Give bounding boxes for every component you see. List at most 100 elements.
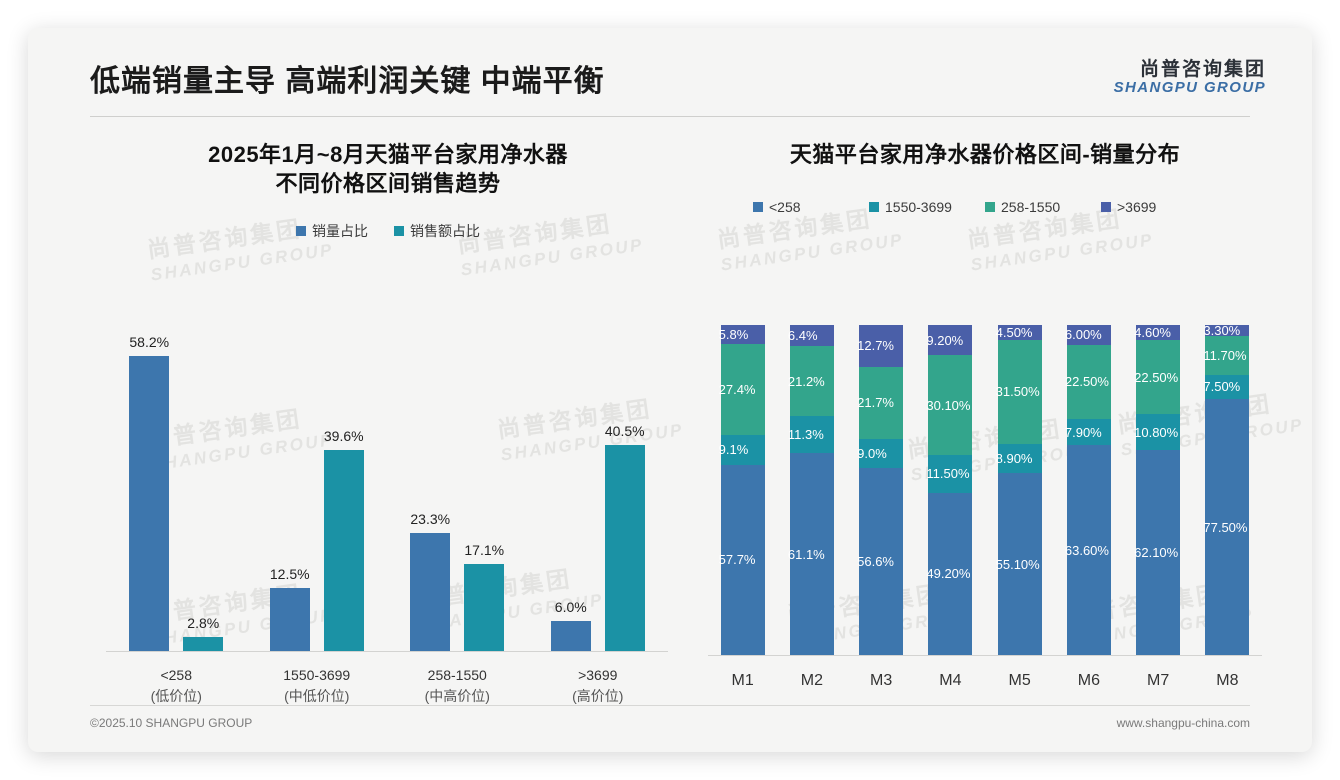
stack-segment[interactable]: 6.4% bbox=[788, 325, 834, 347]
stack-segment[interactable]: 63.60% bbox=[1065, 445, 1111, 655]
stack-segment[interactable]: 62.10% bbox=[1134, 450, 1181, 655]
right-chart-legend: <258 1550-3699 258-1550 >3699 bbox=[700, 199, 1270, 215]
bar-column[interactable]: 6.0% bbox=[550, 321, 591, 651]
bar-column[interactable]: 58.2% bbox=[129, 321, 170, 651]
stack-segment-value-label: 62.10% bbox=[1134, 545, 1179, 561]
stacked-bar-column[interactable]: 57.7% 9.1% 27.4% 5.8% bbox=[708, 325, 777, 655]
stacked-bar-column[interactable]: 61.1% 11.3% 21.2% 6.4% bbox=[777, 325, 846, 655]
stack-segment-value-label: 5.8% bbox=[718, 327, 749, 343]
stack-segment[interactable]: 27.4% bbox=[719, 344, 765, 435]
bar[interactable] bbox=[129, 355, 170, 651]
stack-segment[interactable]: 12.7% bbox=[857, 325, 904, 367]
stack-segment-value-label: 11.70% bbox=[1203, 347, 1247, 363]
right-chart-legend-item-2[interactable]: 258-1550 bbox=[985, 199, 1101, 215]
stacked-bar[interactable]: 77.50% 7.50% 11.70% 3.30% bbox=[1203, 322, 1250, 655]
stack-segment-value-label: 49.20% bbox=[926, 566, 971, 582]
bar-value-label: 17.1% bbox=[464, 542, 505, 559]
stacked-bar-column[interactable]: 56.6% 9.0% 21.7% 12.7% bbox=[847, 325, 916, 655]
stack-segment[interactable]: 30.10% bbox=[926, 355, 973, 455]
bar[interactable] bbox=[604, 445, 645, 651]
stacked-bar[interactable]: 62.10% 10.80% 22.50% 4.60% bbox=[1134, 325, 1181, 655]
logo-english-text: SHANGPU GROUP bbox=[1113, 79, 1266, 97]
stack-segment[interactable]: 21.7% bbox=[857, 366, 904, 439]
stacked-bar[interactable]: 57.7% 9.1% 27.4% 5.8% bbox=[718, 325, 765, 655]
stack-segment[interactable]: 4.60% bbox=[1134, 325, 1181, 341]
stack-segment[interactable]: 22.50% bbox=[1065, 344, 1111, 420]
bar[interactable] bbox=[410, 532, 451, 651]
stack-segment[interactable]: 11.50% bbox=[926, 454, 973, 493]
bar[interactable] bbox=[550, 620, 591, 651]
stack-segment-value-label: 12.7% bbox=[857, 338, 894, 354]
left-chart-legend-item-1[interactable]: 销售额占比 bbox=[394, 221, 480, 241]
x-axis-label-range: 1550-3699 bbox=[283, 667, 351, 684]
bar-column[interactable]: 39.6% bbox=[323, 321, 364, 651]
bar-value-label: 39.6% bbox=[323, 427, 364, 444]
right-chart-legend-item-0[interactable]: <258 bbox=[753, 199, 869, 215]
left-chart-bar-groups: 58.2% 2.8% 12.5% 39.6% 23.3% 17.1% 6.0% 40.5% bbox=[106, 321, 668, 651]
stacked-bar-column[interactable]: 63.60% 7.90% 22.50% 6.00% bbox=[1054, 325, 1123, 655]
stacked-bar-column[interactable]: 49.20% 11.50% 30.10% 9.20% bbox=[916, 325, 985, 655]
stack-segment[interactable]: 22.50% bbox=[1134, 340, 1181, 415]
stack-segment-value-label: 30.10% bbox=[926, 397, 971, 413]
stacked-bar-column[interactable]: 62.10% 10.80% 22.50% 4.60% bbox=[1124, 325, 1193, 655]
stacked-bar-column[interactable]: 77.50% 7.50% 11.70% 3.30% bbox=[1193, 322, 1262, 655]
stack-segment-value-label: 4.60% bbox=[1134, 325, 1171, 341]
stacked-bar[interactable]: 63.60% 7.90% 22.50% 6.00% bbox=[1065, 325, 1111, 655]
x-axis-label-range: >3699 bbox=[578, 667, 618, 684]
right-chart-legend-item-1[interactable]: 1550-3699 bbox=[869, 199, 985, 215]
stack-segment[interactable]: 56.6% bbox=[857, 468, 904, 655]
stack-segment[interactable]: 11.3% bbox=[788, 416, 834, 454]
stack-segment[interactable]: 77.50% bbox=[1203, 399, 1250, 655]
footer-copyright: ©2025.10 SHANGPU GROUP bbox=[90, 716, 253, 730]
x-axis-label-month: M7 bbox=[1147, 672, 1170, 689]
stacked-bar[interactable]: 55.10% 8.90% 31.50% 4.50% bbox=[996, 325, 1042, 655]
stack-segment[interactable]: 4.50% bbox=[996, 325, 1042, 340]
stack-segment[interactable]: 31.50% bbox=[996, 339, 1042, 444]
stack-segment[interactable]: 55.10% bbox=[996, 473, 1042, 655]
stack-segment[interactable]: 7.50% bbox=[1203, 374, 1250, 400]
stack-segment[interactable]: 5.8% bbox=[718, 325, 765, 345]
bar-column[interactable]: 2.8% bbox=[183, 321, 224, 651]
legend-swatch-icon bbox=[869, 202, 879, 213]
bar-value-label: 23.3% bbox=[410, 510, 451, 527]
footer-divider bbox=[90, 705, 1250, 706]
bar[interactable] bbox=[269, 587, 310, 651]
bar-column[interactable]: 40.5% bbox=[604, 321, 645, 651]
stack-segment-value-label: 9.0% bbox=[857, 445, 887, 461]
stack-segment[interactable]: 9.1% bbox=[719, 434, 765, 465]
stack-segment[interactable]: 8.90% bbox=[996, 443, 1042, 474]
stacked-bar[interactable]: 49.20% 11.50% 30.10% 9.20% bbox=[926, 325, 973, 655]
x-axis-label: <258 (低价位) bbox=[106, 665, 247, 706]
stack-segment[interactable]: 9.20% bbox=[926, 325, 973, 356]
right-chart-legend-item-3[interactable]: >3699 bbox=[1101, 199, 1217, 215]
stack-segment[interactable]: 57.7% bbox=[719, 464, 765, 655]
page-title: 低端销量主导 高端利润关键 中端平衡 bbox=[90, 65, 605, 98]
bar-column[interactable]: 12.5% bbox=[269, 321, 310, 651]
stack-segment-value-label: 10.80% bbox=[1134, 424, 1179, 440]
left-chart-legend-item-0[interactable]: 销量占比 bbox=[296, 221, 368, 241]
bar-column[interactable]: 23.3% bbox=[410, 321, 451, 651]
stack-segment[interactable]: 21.2% bbox=[787, 346, 834, 417]
stacked-bar[interactable]: 61.1% 11.3% 21.2% 6.4% bbox=[787, 325, 834, 655]
stack-segment[interactable]: 49.20% bbox=[926, 492, 973, 655]
stack-segment[interactable]: 9.0% bbox=[857, 438, 904, 469]
stack-segment[interactable]: 61.1% bbox=[788, 453, 834, 655]
legend-swatch-icon bbox=[985, 202, 995, 213]
stack-segment[interactable]: 7.90% bbox=[1065, 419, 1111, 446]
stack-segment-value-label: 22.50% bbox=[1134, 369, 1179, 385]
bar-column[interactable]: 17.1% bbox=[464, 321, 505, 651]
stack-segment[interactable]: 3.30% bbox=[1203, 322, 1250, 338]
stack-segment-value-label: 3.30% bbox=[1203, 322, 1241, 338]
bar[interactable] bbox=[183, 636, 224, 651]
bar[interactable] bbox=[464, 564, 505, 651]
stack-segment[interactable]: 10.80% bbox=[1134, 414, 1181, 451]
bar[interactable] bbox=[323, 449, 364, 651]
stacked-bar[interactable]: 56.6% 9.0% 21.7% 12.7% bbox=[857, 325, 904, 655]
stacked-bar-column[interactable]: 55.10% 8.90% 31.50% 4.50% bbox=[985, 325, 1054, 655]
x-axis-label-tier: (中低价位) bbox=[284, 687, 350, 704]
stack-segment-value-label: 21.2% bbox=[787, 373, 825, 389]
stack-segment[interactable]: 11.70% bbox=[1203, 335, 1250, 375]
legend-swatch-icon bbox=[1101, 202, 1111, 213]
footer-website: www.shangpu-china.com bbox=[1116, 716, 1250, 730]
stack-segment[interactable]: 6.00% bbox=[1065, 325, 1111, 345]
